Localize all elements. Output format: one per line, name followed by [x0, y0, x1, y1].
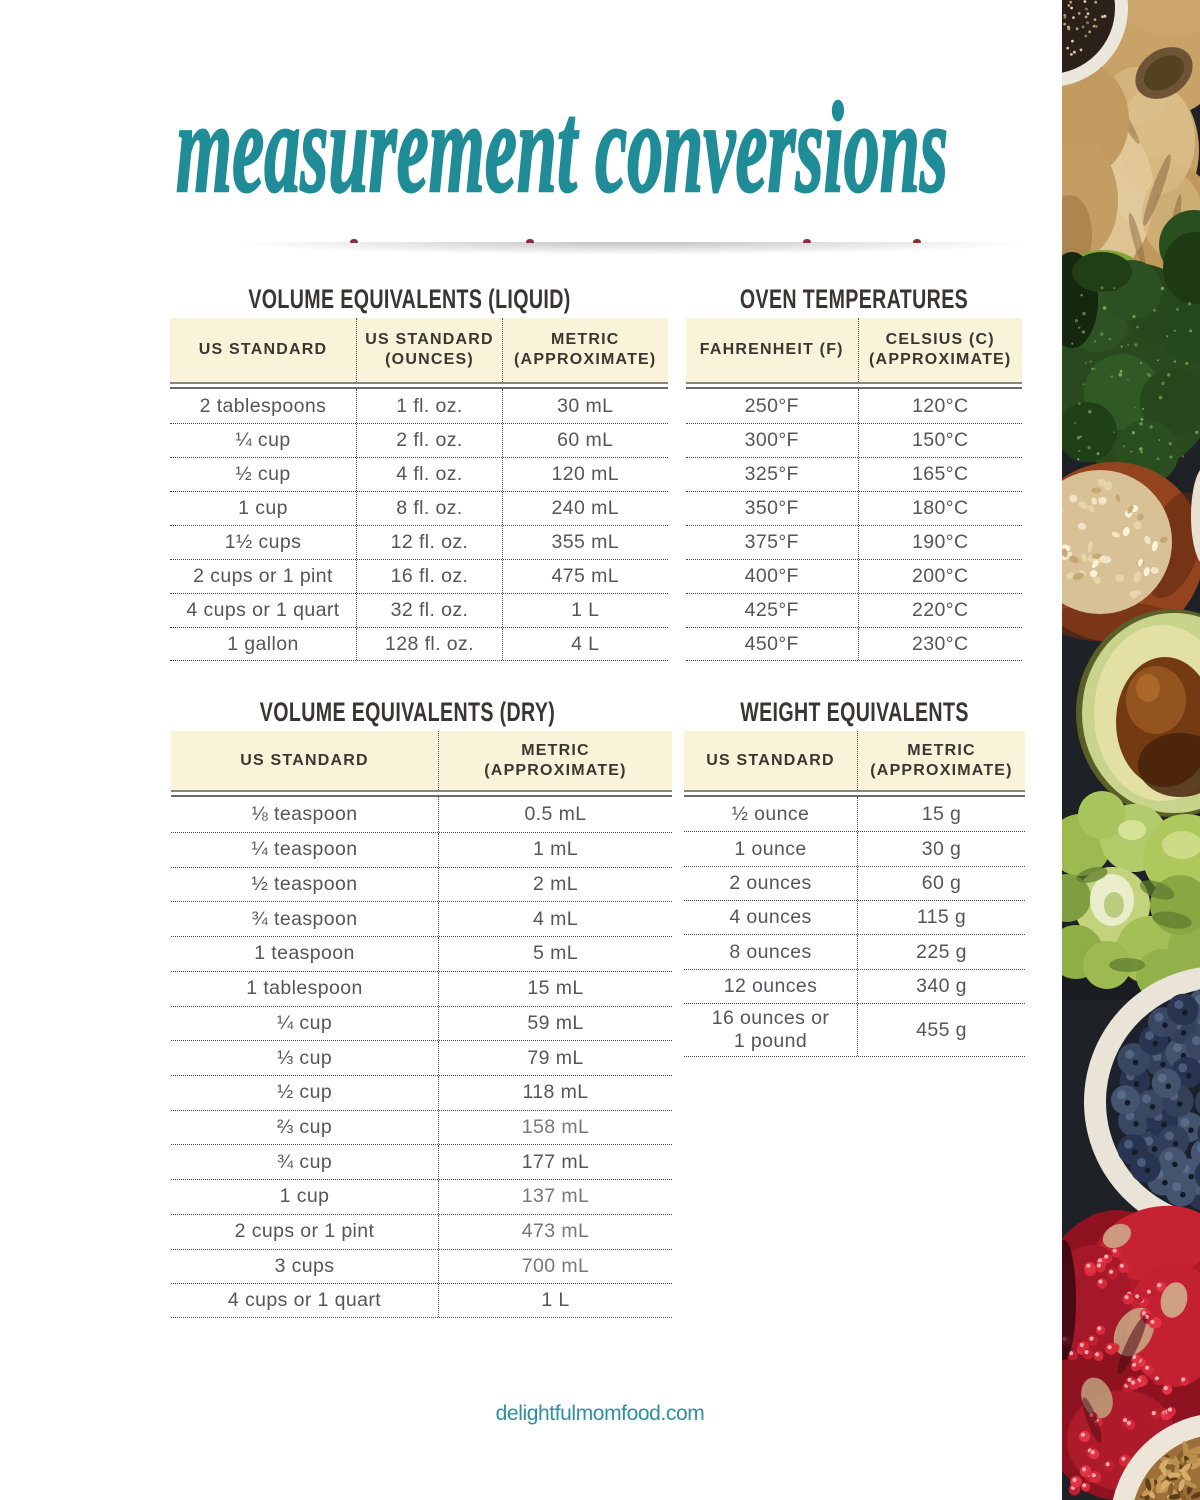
- svg-text:measurement conversions: measurement conversions: [176, 76, 948, 220]
